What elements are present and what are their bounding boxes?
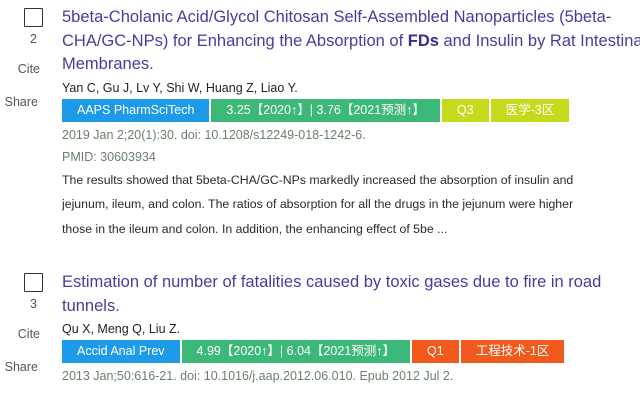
- abstract-snippet: jejunum, ileum, and colon. The ratios of…: [62, 197, 574, 211]
- result-body: Estimation of number of fatalities cause…: [62, 271, 640, 387]
- journal-badges: AAPS PharmSciTech 3.25【2020↑】| 3.76【2021预…: [62, 98, 640, 122]
- badge: AAPS PharmSciTech: [62, 98, 210, 122]
- authors: Yan C, Gu J, Lv Y, Shi W, Huang Z, Liao …: [62, 80, 298, 95]
- citation: 2019 Jan 2;20(1):30. doi: 10.1208/s12249…: [62, 127, 366, 142]
- abstract-snippet: The results showed that 5beta-CHA/GC-NPs…: [62, 172, 574, 187]
- cite-button[interactable]: Cite: [17, 327, 40, 341]
- badge: 医学-3区: [490, 98, 570, 122]
- result-entry: 3 Cite Share Estimation of number of fatali…: [0, 271, 640, 387]
- authors: Qu X, Meng Q, Liu Z.: [62, 322, 181, 336]
- cite-button[interactable]: Cite: [17, 62, 40, 76]
- title-text: tunnels.: [62, 296, 120, 315]
- title-link[interactable]: CHA/GC-NPs) for Enhancing the Absorption…: [62, 30, 640, 54]
- result-number: 2: [30, 32, 37, 46]
- title-text: CHA/GC-NPs) for Enhancing the Absorption…: [62, 31, 408, 50]
- journal-badges: Accid Anal Prev 4.99【2020↑】| 6.04【2021预测↑…: [62, 340, 640, 363]
- title-text: Membranes.: [62, 55, 154, 73]
- badge: 3.25【2020↑】| 3.76【2021预测↑】: [211, 98, 440, 122]
- citation: 2013 Jan;50:616-21. doi: 10.1016/j.aap.2…: [62, 369, 454, 383]
- title-link[interactable]: Membranes.: [62, 53, 640, 77]
- page: 2 Cite Share 5beta-Cholanic Acid/Glycol Chi…: [4, 8, 640, 383]
- select-checkbox[interactable]: [24, 273, 43, 292]
- title-link[interactable]: Estimation of number of fatalities cause…: [62, 271, 640, 295]
- title-link[interactable]: 5beta-Cholanic Acid/Glycol Chitosan Self…: [62, 6, 640, 30]
- result-number: 3: [30, 297, 37, 311]
- title-text: Estimation of number of fatalities cause…: [62, 273, 602, 291]
- select-checkbox[interactable]: [24, 8, 43, 27]
- badge: 工程技术-1区: [460, 340, 565, 363]
- share-button[interactable]: Share: [4, 360, 38, 374]
- title-highlight: FDs: [407, 31, 439, 50]
- badge: 4.99【2020↑】| 6.04【2021预测↑】: [181, 340, 411, 363]
- badge: Q3: [441, 98, 489, 122]
- title-link[interactable]: tunnels.: [62, 295, 640, 319]
- abstract-snippet: those in the ileum and colon. In additio…: [62, 221, 448, 236]
- pmid: PMID: 30603934: [62, 149, 156, 164]
- result-entry: 2 Cite Share 5beta-Cholanic Acid/Glycol Chi…: [0, 6, 640, 241]
- result-body: 5beta-Cholanic Acid/Glycol Chitosan Self…: [62, 6, 640, 241]
- title-text: 5beta-Cholanic Acid/Glycol Chitosan Self…: [62, 8, 612, 26]
- badge: Accid Anal Prev: [62, 340, 180, 363]
- badge: Q1: [412, 340, 459, 363]
- results-list: 2 Cite Share 5beta-Cholanic Acid/Glycol Chi…: [0, 6, 640, 417]
- share-button[interactable]: Share: [4, 95, 38, 109]
- title-text: and Insulin by Rat Intestinal: [438, 31, 640, 50]
